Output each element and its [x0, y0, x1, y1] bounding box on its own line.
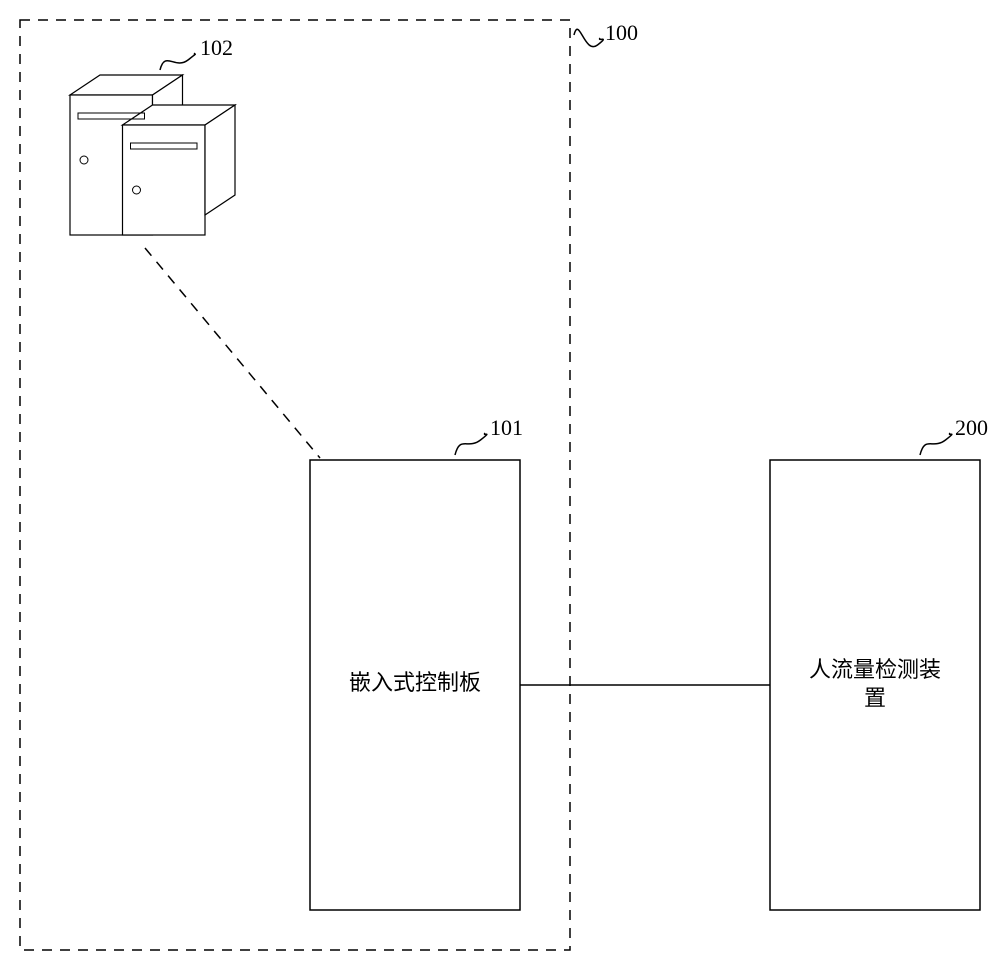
ref-label-outer_dashed: 100	[605, 20, 638, 45]
ref-leader-flow_detector	[920, 433, 952, 455]
ref-leader-embedded_board	[455, 433, 487, 455]
ref-label-embedded_board: 101	[490, 415, 523, 440]
edge-server-embedded_board	[145, 248, 320, 458]
ref-label-flow_detector: 200	[955, 415, 988, 440]
ref-label-server: 102	[200, 35, 233, 60]
system-diagram: 嵌入式控制板 人流量检测装置 100 102 101 200	[0, 0, 1000, 967]
flow_detector-label: 人流量检测装	[809, 657, 941, 682]
flow_detector-label: 置	[864, 685, 886, 710]
server-icon	[70, 75, 235, 235]
ref-leader-outer_dashed	[574, 29, 603, 46]
ref-leader-server	[160, 53, 195, 70]
embedded_board-label: 嵌入式控制板	[349, 670, 481, 695]
